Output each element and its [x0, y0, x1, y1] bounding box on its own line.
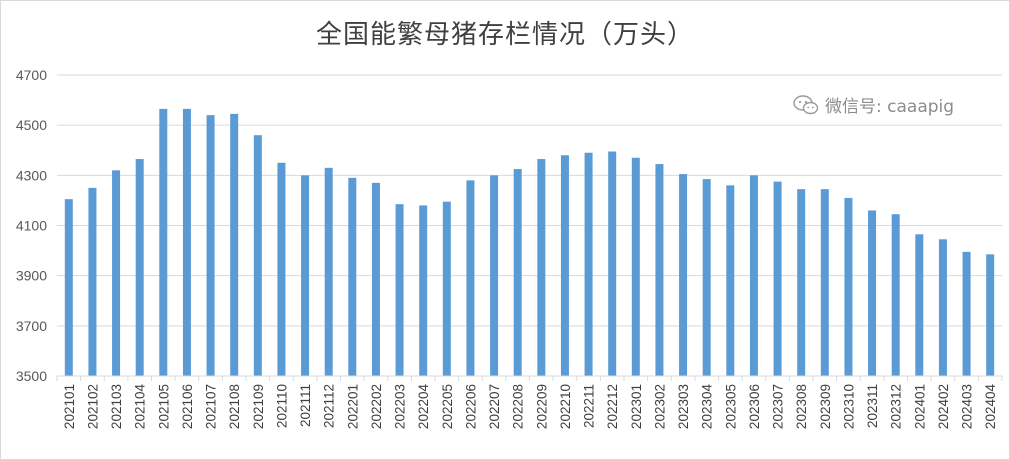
bar	[868, 210, 877, 376]
bar	[773, 181, 782, 376]
bar	[419, 205, 428, 376]
x-axis-ticks: 202101 202102 202103 202104 202105 202106 2021…	[56, 376, 1003, 430]
bar	[560, 155, 569, 376]
bar	[655, 164, 664, 376]
x-tick-label: 202212	[605, 384, 620, 429]
x-tick-label: 202307	[771, 384, 786, 429]
bar	[726, 185, 735, 376]
x-tick-label: 202207	[487, 384, 502, 429]
bar	[938, 239, 947, 376]
bar	[584, 152, 593, 376]
wechat-icon	[793, 94, 819, 114]
x-tick-label: 202110	[274, 384, 289, 428]
bar	[915, 234, 924, 376]
bar	[324, 167, 333, 376]
x-tick-label: 202204	[416, 384, 431, 430]
bar	[490, 175, 499, 376]
bar	[348, 177, 357, 376]
x-tick-label: 202210	[558, 384, 573, 429]
x-tick-label: 202311	[865, 384, 880, 428]
bar	[702, 179, 711, 376]
y-tick-label: 3900	[16, 268, 47, 284]
bar	[844, 197, 853, 376]
x-tick-label: 202107	[204, 384, 219, 429]
bar	[986, 254, 995, 376]
bar	[182, 108, 191, 377]
bar	[206, 115, 215, 376]
bar	[277, 162, 286, 376]
x-tick-label: 202111	[298, 384, 313, 427]
bar	[513, 169, 522, 376]
bar	[64, 199, 73, 376]
y-tick-label: 4100	[16, 218, 47, 234]
x-tick-label: 202201	[345, 384, 360, 429]
x-tick-label: 202208	[511, 384, 526, 429]
bar	[631, 157, 640, 376]
x-tick-label: 202202	[369, 384, 384, 429]
bar	[88, 187, 97, 376]
bar	[371, 182, 380, 376]
watermark-text: 微信号: caaapig	[825, 97, 955, 117]
bar	[135, 159, 144, 376]
x-tick-label: 202304	[700, 384, 715, 430]
y-tick-label: 4700	[16, 67, 47, 83]
x-tick-label: 202102	[85, 384, 100, 429]
bar	[395, 204, 404, 376]
x-tick-label: 202403	[960, 384, 975, 429]
bar	[253, 135, 262, 376]
y-tick-label: 4500	[16, 117, 47, 133]
x-tick-label: 202302	[652, 384, 667, 429]
x-tick-label: 202306	[747, 384, 762, 429]
x-tick-label: 202104	[133, 384, 148, 430]
y-tick-label: 3500	[16, 368, 47, 384]
x-tick-label: 202209	[534, 384, 549, 429]
x-tick-label: 202101	[62, 384, 77, 429]
x-tick-label: 202108	[227, 384, 242, 429]
x-tick-label: 202206	[463, 384, 478, 429]
x-tick-label: 202308	[794, 384, 809, 429]
x-tick-label: 202310	[841, 384, 856, 429]
x-tick-label: 202303	[676, 384, 691, 429]
chart-title: 全国能繁母猪存栏情况（万头）	[315, 20, 694, 50]
bar	[608, 151, 617, 376]
x-tick-label: 202402	[936, 384, 951, 429]
gridlines	[57, 74, 1002, 327]
bar	[301, 175, 310, 376]
x-tick-label: 202305	[723, 384, 738, 429]
x-tick-label: 202301	[629, 384, 644, 429]
bar	[442, 201, 451, 376]
x-tick-label: 202103	[109, 384, 124, 429]
x-tick-label: 202112	[322, 384, 337, 428]
x-tick-label: 202109	[251, 384, 266, 429]
x-tick-label: 202312	[889, 384, 904, 429]
y-tick-label: 4300	[16, 167, 47, 183]
bar	[112, 170, 121, 376]
bar	[466, 180, 475, 376]
watermark: 微信号: caaapig	[793, 92, 954, 117]
x-tick-label: 202106	[180, 384, 195, 429]
x-tick-label: 202401	[912, 384, 927, 429]
x-tick-label: 202203	[393, 384, 408, 429]
y-axis-ticks: 3500 3700 3900 4100 4300 4500 4700	[16, 67, 47, 384]
bars	[64, 108, 995, 377]
x-tick-label: 202404	[983, 384, 998, 430]
bar	[159, 108, 168, 377]
bar	[962, 251, 971, 376]
bar	[820, 189, 829, 376]
bar	[891, 214, 900, 376]
x-tick-label: 202309	[818, 384, 833, 429]
x-tick-label: 202205	[440, 384, 455, 429]
x-tick-label: 202211	[582, 384, 597, 428]
bar	[230, 113, 239, 377]
x-tick-label: 202105	[156, 384, 171, 429]
bar	[749, 175, 758, 376]
bar	[679, 174, 688, 376]
bar	[537, 159, 546, 376]
y-tick-label: 3700	[16, 318, 47, 334]
bar	[797, 189, 806, 376]
